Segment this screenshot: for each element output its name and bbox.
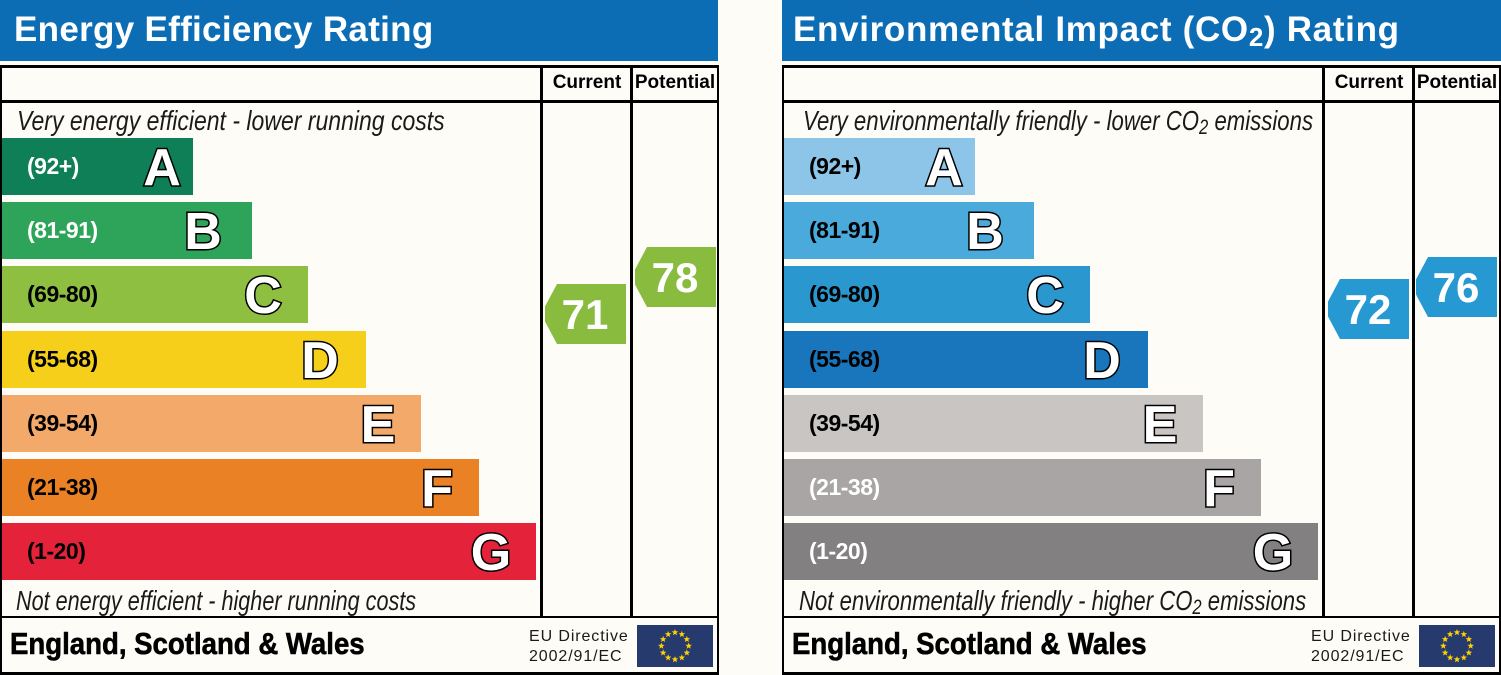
svg-text:D: D <box>1083 332 1121 390</box>
svg-text:C: C <box>1026 267 1064 325</box>
svg-text:B: B <box>966 203 1004 261</box>
svg-text:78: 78 <box>652 254 699 301</box>
svg-text:C: C <box>244 267 282 325</box>
svg-text:E: E <box>361 396 396 454</box>
svg-text:F: F <box>1203 460 1235 518</box>
svg-text:G: G <box>1253 524 1293 582</box>
svg-text:A: A <box>925 139 963 197</box>
svg-text:D: D <box>301 332 339 390</box>
svg-text:A: A <box>143 139 181 197</box>
svg-text:76: 76 <box>1433 264 1480 311</box>
svg-text:72: 72 <box>1345 286 1392 333</box>
svg-text:F: F <box>421 460 453 518</box>
svg-text:G: G <box>471 524 511 582</box>
svg-text:B: B <box>184 203 222 261</box>
svg-text:71: 71 <box>562 291 609 338</box>
svg-text:E: E <box>1143 396 1178 454</box>
